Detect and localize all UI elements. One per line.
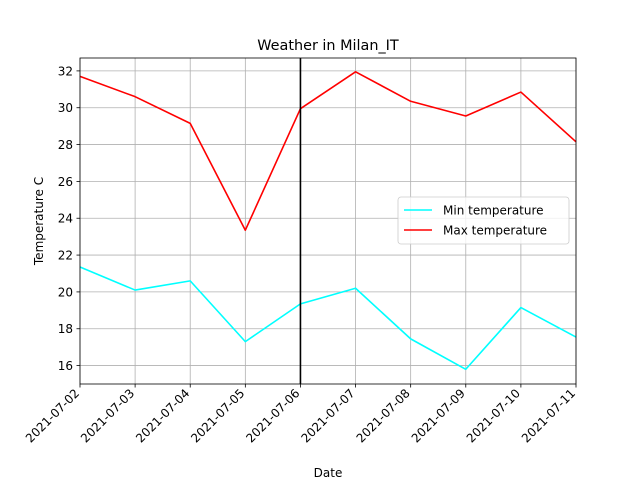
y-tick-label: 18 xyxy=(58,322,73,336)
y-tick-label: 26 xyxy=(58,175,73,189)
series-line-max xyxy=(79,71,577,232)
series-line-min xyxy=(79,266,577,371)
x-tick-label: 2021-07-08 xyxy=(354,386,413,445)
series-lines xyxy=(79,58,577,384)
legend-label: Max temperature xyxy=(443,224,547,238)
x-tick-label: 2021-07-06 xyxy=(243,386,302,445)
axes xyxy=(76,57,577,388)
y-axis-label: Temperature C xyxy=(32,177,46,266)
y-tick-label: 28 xyxy=(58,138,73,152)
legend-label: Min temperature xyxy=(443,204,544,218)
y-tick-label: 24 xyxy=(58,212,73,226)
x-tick-label: 2021-07-02 xyxy=(23,386,82,445)
x-tick-label: 2021-07-04 xyxy=(133,386,192,445)
y-tick-labels: 16 18 20 22 24 26 28 30 32 xyxy=(58,64,73,373)
grid xyxy=(79,58,577,384)
y-tick-label: 20 xyxy=(58,285,73,299)
chart-title: Weather in Milan_IT xyxy=(257,38,399,54)
x-axis-label: Date xyxy=(314,466,343,480)
x-tick-label: 2021-07-07 xyxy=(298,386,357,445)
x-tick-label: 2021-07-03 xyxy=(78,386,137,445)
x-tick-label: 2021-07-09 xyxy=(409,386,468,445)
legend: Min temperature Max temperature xyxy=(397,196,570,245)
x-tick-label: 2021-07-11 xyxy=(519,386,578,445)
y-tick-label: 32 xyxy=(58,64,73,78)
legend-box xyxy=(397,196,570,245)
x-tick-label: 2021-07-10 xyxy=(464,386,523,445)
x-tick-label: 2021-07-05 xyxy=(188,386,247,445)
plot-frame xyxy=(79,57,577,385)
y-tick-label: 16 xyxy=(58,359,73,373)
y-tick-label: 30 xyxy=(58,101,73,115)
x-tick-labels: 2021-07-022021-07-032021-07-042021-07-05… xyxy=(23,386,578,445)
y-tick-label: 22 xyxy=(58,249,73,263)
